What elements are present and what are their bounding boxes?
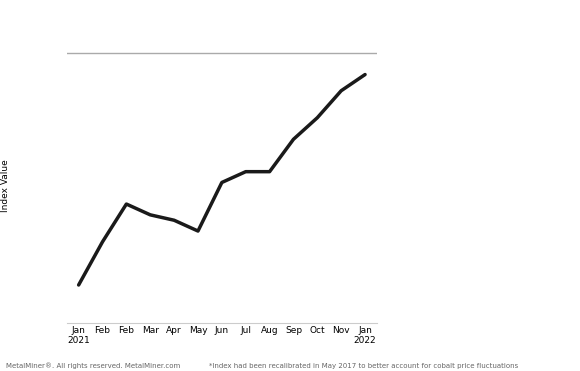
Text: Index Value: Index Value	[1, 159, 10, 212]
Text: Up 2.9%: Up 2.9%	[432, 247, 488, 260]
Text: MetalMiner®. All rights reserved. MetalMiner.com: MetalMiner®. All rights reserved. MetalM…	[6, 362, 180, 369]
Text: December to: December to	[432, 202, 519, 215]
Text: *Index had been recalibrated in May 2017 to better account for cobalt price fluc: *Index had been recalibrated in May 2017…	[209, 363, 518, 369]
Text: January: January	[432, 224, 483, 237]
Text: Renewables
MMI: Renewables MMI	[401, 14, 543, 60]
